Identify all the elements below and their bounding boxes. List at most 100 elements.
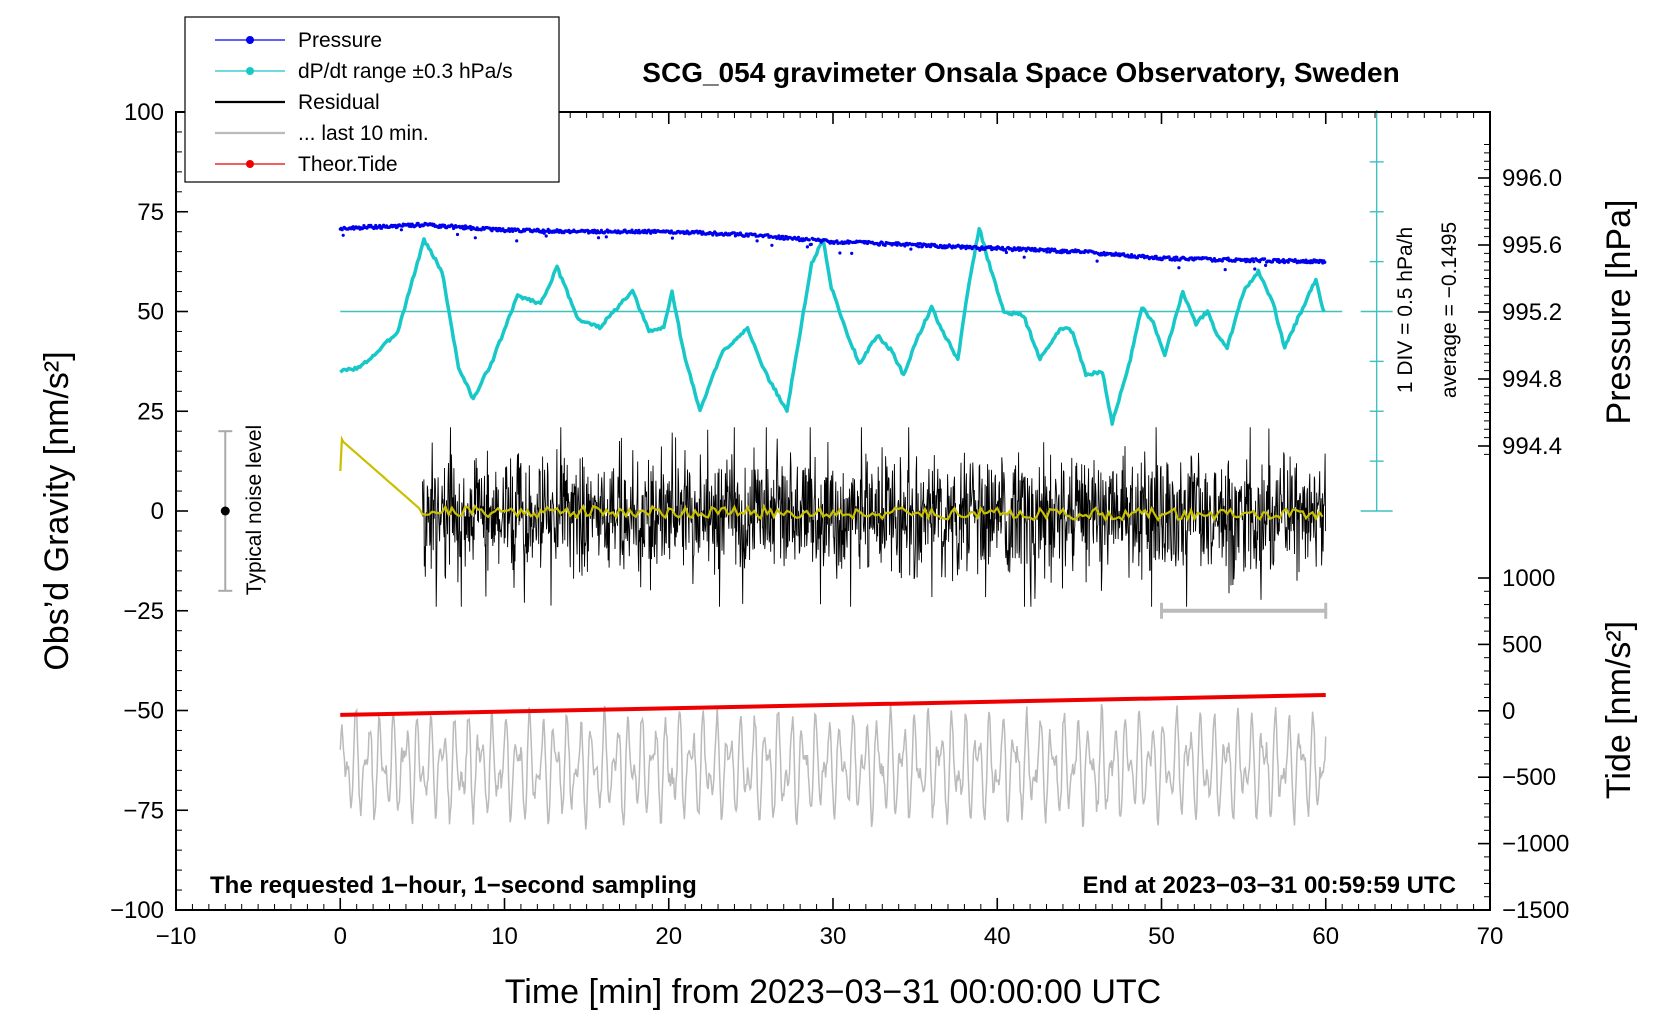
- scale-label: 1 DIV = 0.5 hPa/h: [1394, 227, 1417, 393]
- tide-tick-label: −1000: [1502, 831, 1569, 858]
- x-tick-label: 0: [334, 923, 347, 950]
- x-tick-label: 30: [820, 923, 847, 950]
- pressure-point: [850, 251, 854, 255]
- legend-items: Pressure dP/dt range ±0.3 hPa/s Residual..…: [215, 29, 513, 176]
- x-tick-label: 10: [491, 923, 518, 950]
- pressure-point: [1000, 245, 1005, 249]
- x-tick-label: 60: [1312, 923, 1339, 950]
- pressure-point: [1130, 253, 1134, 257]
- axis-ticks: −10 0 10 20 30 40 50 60 701007550250−25−50−75−10…: [110, 99, 1569, 950]
- y-left-tick-label: 25: [137, 398, 164, 425]
- x-tick-label: −10: [156, 923, 197, 950]
- pressure-point: [1004, 250, 1009, 255]
- pressure-point: [1276, 257, 1280, 262]
- residual-line: [421, 427, 1327, 607]
- pressure-point: [544, 234, 548, 238]
- pressure-point: [630, 228, 634, 232]
- last10-line: [339, 703, 1327, 830]
- pressure-point: [490, 229, 494, 233]
- tide-line: [340, 692, 1326, 717]
- y-left-tick-label: −100: [110, 897, 164, 924]
- right-note: End at 2023−03−31 00:59:59 UTC: [1082, 872, 1456, 899]
- dpdt-series: [339, 226, 1326, 426]
- y-pressure-axis-title: Pressure [hPa]: [1600, 200, 1638, 425]
- pressure-tick-label: 995.6: [1502, 232, 1562, 259]
- tide-tick-label: 0: [1502, 698, 1515, 725]
- pressure-point: [1304, 258, 1308, 262]
- y-left-tick-label: 50: [137, 299, 164, 326]
- x-tick-label: 50: [1148, 923, 1175, 950]
- pressure-point: [1286, 260, 1290, 264]
- legend-label: dP/dt range ±0.3 hPa/s: [298, 60, 513, 83]
- pressure-point: [781, 234, 785, 238]
- pressure-point: [1311, 260, 1315, 264]
- noise-level-center-dot: [220, 506, 230, 516]
- pressure-point: [805, 245, 810, 249]
- pressure-point: [919, 242, 923, 246]
- pressure-point: [595, 229, 600, 233]
- pressure-point: [1045, 250, 1049, 254]
- pressure-tick-label: 995.2: [1502, 299, 1562, 326]
- pressure-point: [909, 247, 913, 251]
- residual-series: [339, 427, 1327, 607]
- legend-marker: [246, 67, 254, 75]
- y-left-tick-label: −50: [123, 698, 164, 725]
- tide-tick-label: −500: [1502, 764, 1556, 791]
- pressure-point: [1175, 255, 1179, 259]
- legend-label: ... last 10 min.: [298, 122, 429, 145]
- pressure-point: [835, 239, 839, 243]
- pressure-point: [995, 247, 999, 251]
- pressure-point: [1167, 255, 1171, 259]
- pressure-point: [1263, 257, 1267, 261]
- noise-level-label: Typical noise level: [243, 425, 266, 595]
- pressure-point: [783, 237, 787, 241]
- pressure-point: [1154, 254, 1158, 258]
- x-axis-title: Time [min] from 2023−03−31 00:00:00 UTC: [505, 973, 1161, 1011]
- pressure-tick-label: 994.4: [1502, 433, 1562, 460]
- pressure-point: [1173, 258, 1177, 262]
- y-tide-axis-title: Tide [nm/s²]: [1600, 621, 1638, 799]
- tide-tick-label: 1000: [1502, 565, 1555, 592]
- pressure-point: [883, 243, 887, 247]
- pressure-point: [1022, 255, 1026, 259]
- legend: Pressure dP/dt range ±0.3 hPa/s Residual..…: [184, 16, 560, 183]
- pressure-point: [770, 243, 774, 247]
- pressure-series: [338, 221, 1327, 272]
- pressure-point: [669, 229, 674, 233]
- pressure-point: [917, 245, 921, 249]
- pressure-point: [1047, 247, 1051, 251]
- legend-box: [184, 16, 560, 183]
- pressure-point: [340, 228, 344, 232]
- pressure-point: [1102, 250, 1106, 255]
- y-left-tick-label: 0: [151, 498, 164, 525]
- pressure-point: [1095, 259, 1099, 263]
- pressure-point: [1003, 248, 1008, 252]
- last10-series: [339, 703, 1327, 830]
- pressure-point: [964, 247, 968, 251]
- chart-title: SCG_054 gravimeter Onsala Space Observat…: [642, 57, 1399, 88]
- tide-tick-label: −1500: [1502, 897, 1569, 924]
- tide-tick-label: 500: [1502, 631, 1542, 658]
- pressure-point: [1223, 268, 1227, 272]
- dpdt-line: [339, 226, 1326, 426]
- pressure-point: [1212, 257, 1216, 261]
- pressure-point: [1281, 258, 1285, 262]
- pressure-point: [796, 235, 801, 239]
- pressure-point: [473, 236, 477, 240]
- pressure-point: [378, 223, 382, 228]
- pressure-point: [903, 244, 907, 248]
- x-tick-label: 70: [1477, 923, 1504, 950]
- y-left-tick-label: −25: [123, 598, 164, 625]
- tide-series: [340, 692, 1326, 717]
- pressure-point: [809, 242, 813, 246]
- pressure-point: [766, 233, 770, 237]
- annotation-marks: [218, 430, 1328, 619]
- pressure-point: [399, 228, 403, 232]
- legend-marker: [246, 36, 254, 44]
- y-left-axis-title: Obs’d Gravity [nm/s²]: [38, 351, 76, 670]
- pressure-point: [455, 232, 460, 237]
- residual-mean-line: [339, 435, 1324, 523]
- pressure-point: [1323, 260, 1327, 264]
- pressure-point: [604, 235, 608, 239]
- legend-label: Theor.Tide: [298, 153, 398, 176]
